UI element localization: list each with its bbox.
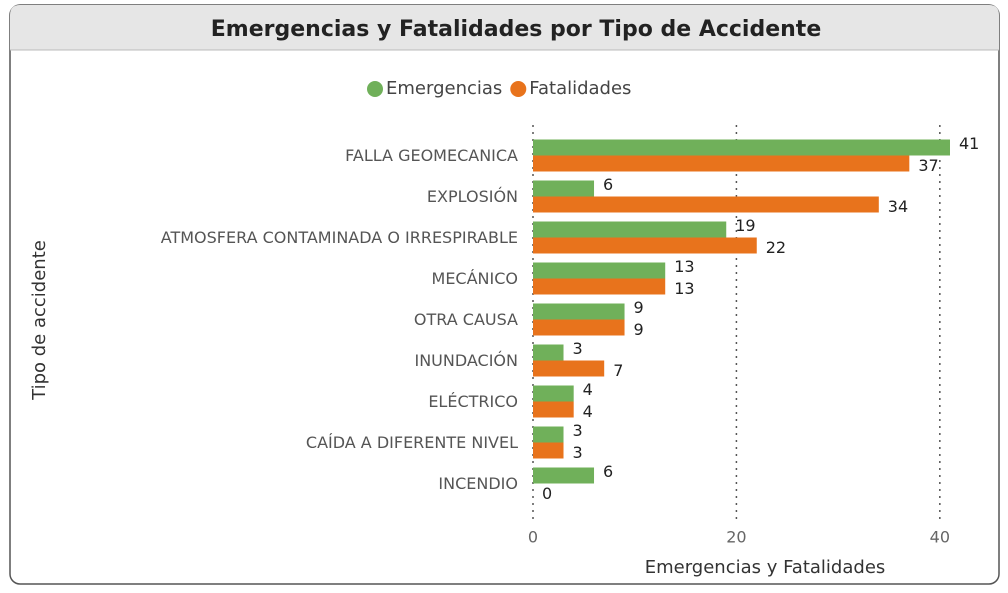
data-label: 3: [573, 339, 583, 358]
card: [9, 4, 1000, 585]
bar: [533, 303, 625, 320]
data-label: 37: [918, 156, 938, 175]
data-label: 13: [674, 279, 694, 298]
bar: [533, 385, 574, 402]
y-tick-label: ELÉCTRICO: [428, 392, 518, 411]
bar: [533, 237, 757, 254]
bar: [533, 401, 574, 418]
bar: [533, 442, 564, 459]
data-label: 6: [603, 175, 613, 194]
y-tick-label: FALLA GEOMECANICA: [345, 146, 518, 165]
data-label: 3: [573, 421, 583, 440]
title-bar: [10, 5, 999, 50]
x-tick-label: 0: [528, 528, 538, 547]
data-label: 34: [888, 197, 908, 216]
bar: [533, 139, 950, 156]
legend-swatch: [367, 81, 383, 97]
legend-swatch: [510, 81, 527, 97]
data-label: 9: [634, 320, 644, 339]
bar: [533, 344, 564, 361]
bar: [533, 360, 605, 377]
data-label: 9: [634, 298, 644, 317]
bar: [533, 426, 564, 443]
chart-title: Emergencias y Fatalidades por Tipo de Ac…: [211, 17, 821, 42]
data-label: 13: [674, 257, 694, 276]
bar: [533, 319, 625, 336]
data-label: 4: [583, 380, 593, 399]
bar: [533, 467, 595, 484]
y-tick-label: EXPLOSIÓN: [427, 187, 518, 206]
bar: [533, 155, 910, 172]
data-label: 7: [613, 361, 623, 380]
y-tick-label: INCENDIO: [438, 474, 518, 493]
data-label: 4: [583, 402, 593, 421]
x-axis-title: Emergencias y Fatalidades: [645, 557, 886, 578]
legend-label: Fatalidades: [529, 78, 631, 99]
x-tick-label: 20: [726, 528, 746, 547]
data-label: 41: [959, 134, 979, 153]
y-tick-label: MECÁNICO: [432, 269, 518, 288]
legend-label: Emergencias: [386, 78, 502, 99]
bar: [533, 196, 879, 213]
y-tick-label: CAÍDA A DIFERENTE NIVEL: [306, 433, 518, 452]
y-axis-title: Tipo de accidente: [29, 240, 50, 401]
y-tick-label: OTRA CAUSA: [414, 310, 518, 329]
data-label: 22: [766, 238, 786, 257]
data-label: 0: [542, 484, 552, 503]
x-tick-label: 40: [930, 528, 950, 547]
bar: [533, 180, 595, 197]
bar: [533, 278, 666, 295]
data-label: 3: [573, 443, 583, 462]
y-tick-label: INUNDACIÓN: [414, 351, 518, 370]
bar: [533, 262, 666, 279]
data-label: 19: [735, 216, 755, 235]
bar: [533, 221, 727, 238]
data-label: 6: [603, 462, 613, 481]
y-tick-label: ATMOSFERA CONTAMINADA O IRRESPIRABLE: [161, 228, 518, 247]
